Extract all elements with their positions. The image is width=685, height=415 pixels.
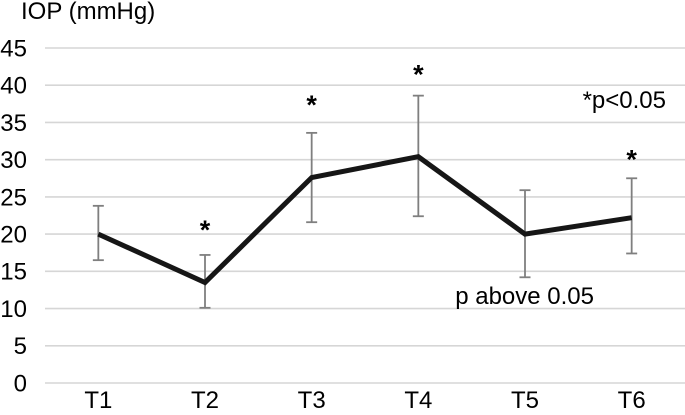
y-tick-label: 5 <box>14 333 27 360</box>
significance-asterisk-t3: * <box>306 90 317 120</box>
chart-title: IOP (mmHg) <box>21 0 156 25</box>
x-tick-label-t6: T6 <box>618 387 646 414</box>
y-tick-label: 40 <box>0 73 27 100</box>
x-tick-label-t5: T5 <box>511 387 539 414</box>
y-tick-label: 0 <box>14 370 27 397</box>
y-tick-label: 45 <box>0 35 27 62</box>
y-tick-label: 25 <box>0 184 27 211</box>
iop-mean-line <box>97 154 633 286</box>
x-tick-label-t2: T2 <box>191 387 219 414</box>
significance-legend: *p<0.05 <box>582 87 666 114</box>
y-tick-label: 15 <box>0 259 27 286</box>
error-bar-t6 <box>626 177 638 255</box>
x-tick-label-t3: T3 <box>298 387 326 414</box>
significance-asterisk-t4: * <box>413 60 424 90</box>
y-tick-label: 30 <box>0 147 27 174</box>
y-tick-label: 10 <box>0 296 27 323</box>
y-tick-label: 20 <box>0 222 27 249</box>
significance-asterisk-t2: * <box>200 215 211 245</box>
x-tick-label-t4: T4 <box>404 387 432 414</box>
error-bar-t1 <box>92 204 104 262</box>
y-tick-label: 35 <box>0 110 27 137</box>
x-tick-label-t1: T1 <box>84 387 112 414</box>
significance-asterisk-t6: * <box>626 144 637 174</box>
non-significance-note: p above 0.05 <box>455 283 594 310</box>
